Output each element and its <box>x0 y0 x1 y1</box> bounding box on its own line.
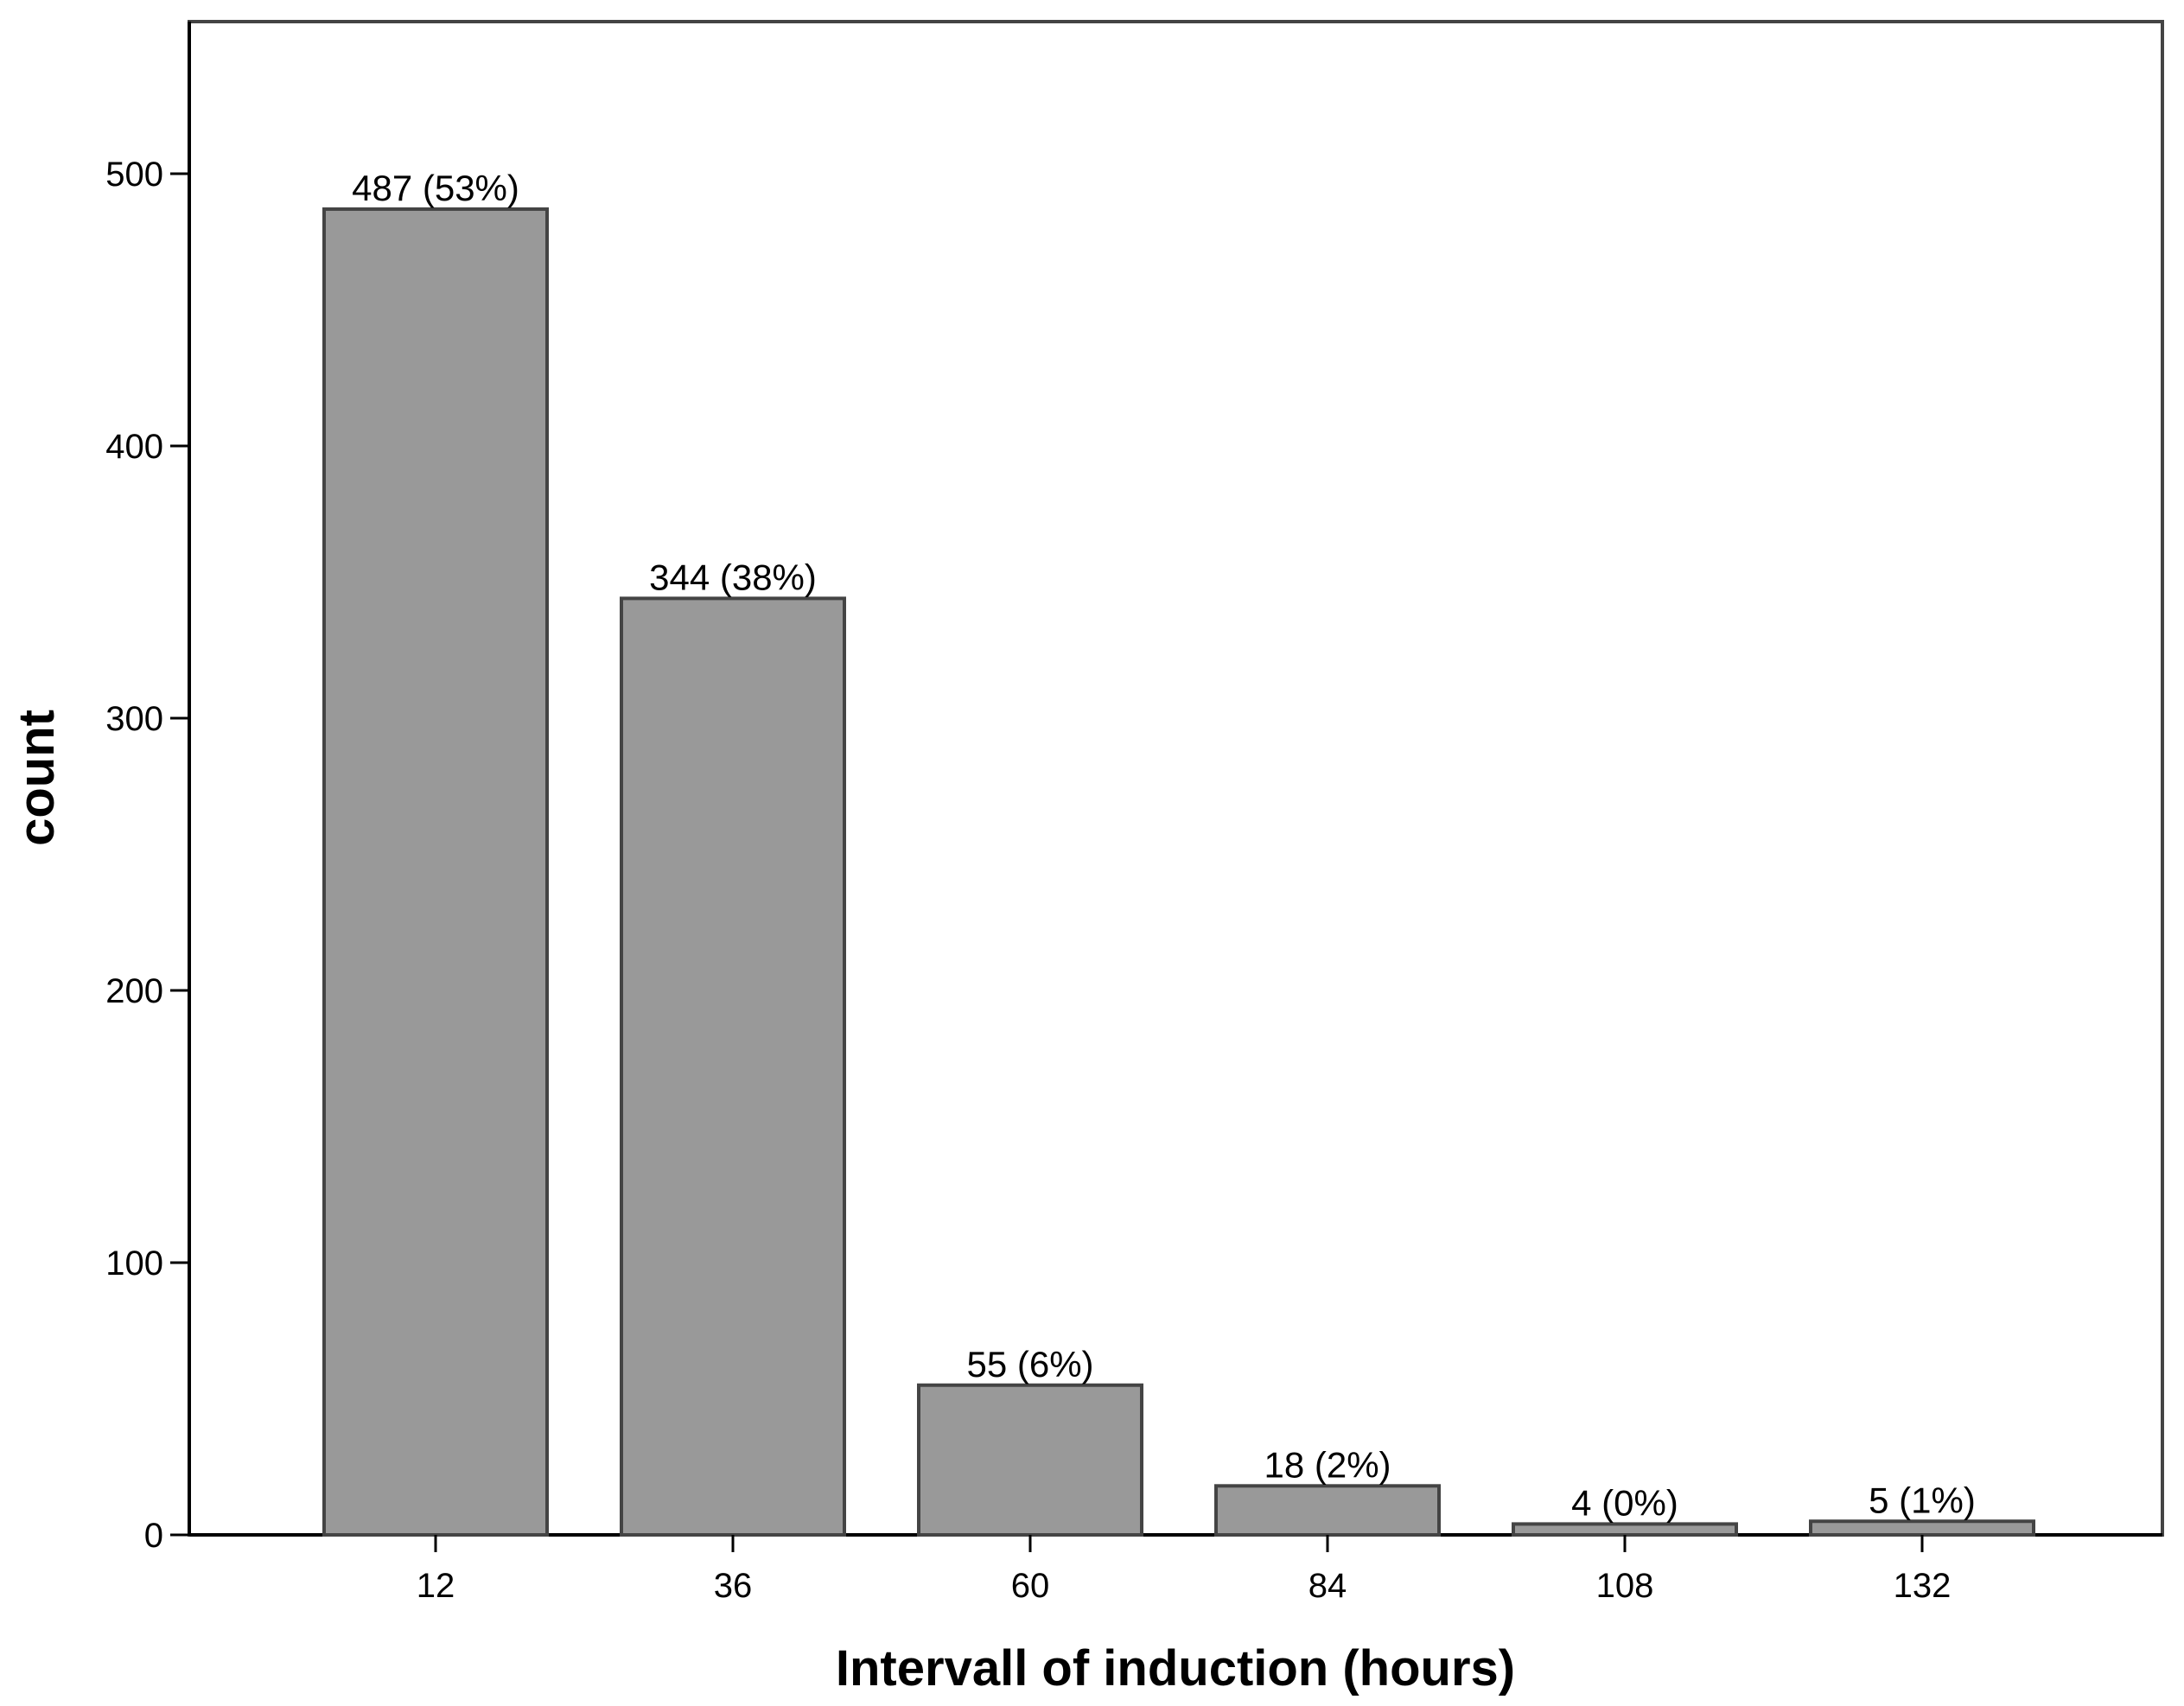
bar-data-label: 487 (53%) <box>352 168 519 208</box>
bar <box>1512 1522 1738 1537</box>
bars-group <box>322 207 2035 1537</box>
bar <box>620 596 846 1537</box>
x-tick-label: 108 <box>1596 1567 1654 1605</box>
x-tick-label: 60 <box>1011 1567 1050 1605</box>
bar-data-label: 55 (6%) <box>966 1344 1093 1385</box>
bar-data-label: 344 (38%) <box>649 557 817 597</box>
x-tick-label: 36 <box>714 1567 753 1605</box>
x-tick-label: 132 <box>1894 1567 1952 1605</box>
y-tick-label: 500 <box>105 156 163 194</box>
y-tick-label: 100 <box>105 1244 163 1283</box>
bar-data-label: 4 (0%) <box>1571 1482 1678 1523</box>
y-tick-label: 400 <box>105 428 163 466</box>
x-tick-label: 12 <box>417 1567 455 1605</box>
x-axis-ticks: 12 36 60 84 108 132 <box>417 1535 1952 1605</box>
y-tick-label: 300 <box>105 700 163 738</box>
x-tick-label: 84 <box>1308 1567 1347 1605</box>
y-tick-label: 0 <box>144 1517 163 1555</box>
bar <box>1214 1484 1441 1537</box>
bar-data-label: 5 (1%) <box>1869 1480 1976 1520</box>
data-labels-group: 487 (53%) 344 (38%) 55 (6%) 18 (2%) 4 (0%) 5 … <box>352 168 1976 1523</box>
bar <box>1809 1519 2035 1537</box>
bar <box>917 1383 1143 1537</box>
y-tick-label: 200 <box>105 972 163 1010</box>
bar-data-label: 18 (2%) <box>1264 1444 1391 1485</box>
y-axis-ticks: 0 100 200 300 400 500 <box>105 156 189 1555</box>
x-axis-title: Intervall of induction (hours) <box>836 1640 1515 1696</box>
y-axis-title: count <box>9 710 65 846</box>
bar <box>322 207 549 1537</box>
